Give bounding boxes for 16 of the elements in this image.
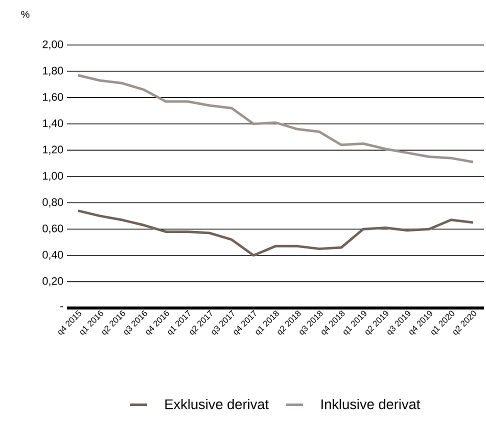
y-tick-label: 1,80 <box>42 66 64 76</box>
y-tick-label: 2,00 <box>42 40 64 50</box>
y-tick-label: 1,60 <box>42 93 64 102</box>
line-series <box>76 74 474 164</box>
y-tick-label: 1,40 <box>42 119 64 128</box>
y-tick-label: - <box>60 306 63 308</box>
legend-label: Exklusive derivat <box>165 398 269 410</box>
y-tick-label: 1,00 <box>42 172 64 182</box>
y-tick-label: 1,20 <box>42 146 64 155</box>
y-tick-label: 0,20 <box>42 277 64 286</box>
y-tick-label: 0,60 <box>42 224 64 234</box>
legend-label: Inklusive derivat <box>322 398 420 410</box>
line-series <box>76 209 474 257</box>
y-axis-title: % <box>21 10 30 18</box>
y-tick-label: 0,40 <box>42 250 64 260</box>
y-tick-label: 0,80 <box>42 198 64 208</box>
